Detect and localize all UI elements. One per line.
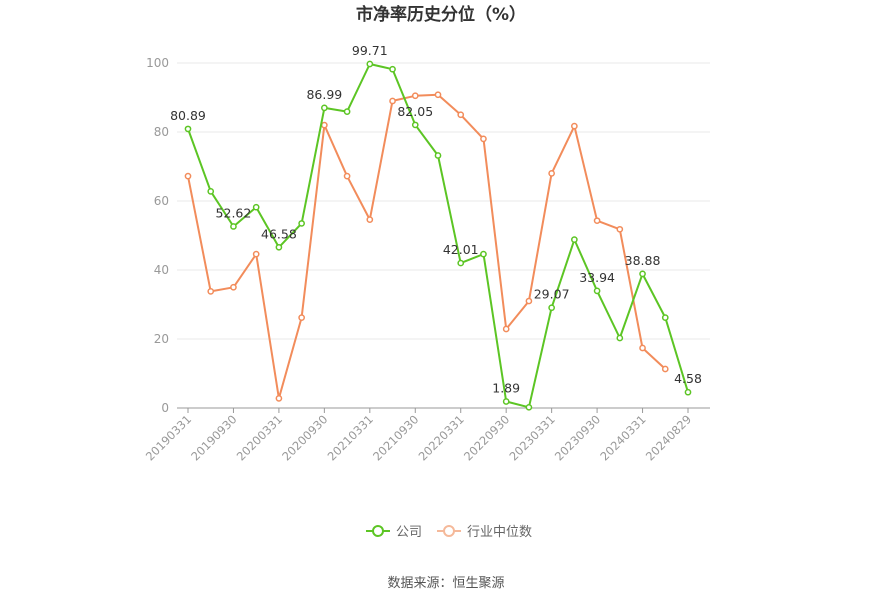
data-label-16: 29.07 [534,287,570,302]
series-1-point-6 [321,121,328,129]
series-0-point-5 [298,220,305,227]
series-0-point-2 [230,223,237,230]
data-label-0: 80.89 [170,108,206,123]
data-label-4: 46.58 [261,226,297,241]
series-0-point-8 [366,60,374,68]
x-axis: 2019033120190930202003312020093020210331… [143,407,710,464]
data-label-20: 38.88 [625,253,661,268]
legend-swatch-marker-1 [443,525,455,537]
series-1-point-15 [525,297,533,305]
data-label-6: 86.99 [306,87,342,102]
series-1-point-18 [593,217,601,225]
x-tick-label-20230331: 20230331 [506,412,557,463]
series-0-point-0 [184,125,192,133]
series-0-point-9 [389,65,396,73]
legend-item-1[interactable]: 行业中位数 [437,525,532,540]
series-0-point-13 [480,250,487,258]
series-0-point-6 [321,104,328,112]
y-tick-label-80: 80 [154,125,169,139]
x-tick-label-20220331: 20220331 [416,412,467,463]
series-1-point-5 [298,314,305,321]
source-note: 数据来源：恒生聚源 [387,576,504,591]
legend-label-0: 公司 [396,525,422,540]
series-0-point-16 [548,304,555,312]
series-0-point-18 [593,287,601,295]
y-tick-label-40: 40 [154,263,169,277]
series-0-point-4 [275,243,283,251]
series-1-point-4 [275,394,283,402]
series-0-point-21 [661,314,669,321]
x-tick-label-20200930: 20200930 [279,412,330,463]
series-0-point-19 [616,334,624,342]
series-0-point-10 [411,121,419,129]
series-1-point-13 [480,135,487,143]
series-1-point-19 [616,225,624,233]
chart-title: 市净率历史分位（%） [356,4,526,25]
y-tick-label-100: 100 [146,56,169,70]
x-tick-label-20210930: 20210930 [370,412,421,463]
series-1-point-21 [661,365,669,373]
x-tick-label-20240331: 20240331 [597,412,648,463]
x-tick-label-20240829: 20240829 [643,412,694,463]
legend-item-0[interactable]: 公司 [366,525,422,540]
series-0-point-22 [684,388,692,396]
series-0-point-14 [502,398,510,405]
series-1-point-0 [184,172,192,180]
grid-lines [177,62,710,340]
series-layer [184,60,692,411]
series-1-point-11 [434,91,442,99]
data-label-14: 1.89 [492,380,520,395]
series-1-point-8 [366,216,374,223]
y-tick-label-0: 0 [161,401,169,415]
series-1-point-9 [389,97,396,105]
series-1-point-1 [207,288,215,295]
series-1-point-16 [548,170,555,177]
x-tick-label-20190331: 20190331 [143,412,194,463]
data-labels: 80.89 52.62 46.58 86.99 99.71 82.05 42.01 1.89 2… [170,43,702,395]
x-tick-label-20210331: 20210331 [325,412,376,463]
y-axis: 0 20 40 60 80 100 [146,56,169,415]
series-1-point-20 [639,344,646,352]
series-0-point-3 [252,203,260,211]
series-0-point-12 [457,259,465,267]
data-label-8: 99.71 [352,43,388,58]
legend[interactable]: 公司 行业中位数 [366,525,532,540]
series-line-1 [187,93,666,400]
data-label-12: 42.01 [443,242,479,257]
x-tick-label-20230930: 20230930 [552,412,603,463]
y-tick-label-20: 20 [154,332,169,346]
series-0-point-7 [343,108,351,115]
series-0-point-11 [434,152,442,159]
series-1-point-12 [457,111,465,119]
series-1-point-7 [343,172,351,180]
data-label-2: 52.62 [216,205,252,220]
series-0-point-20 [639,270,646,278]
series-1-point-2 [230,283,237,291]
series-0-point-15 [525,403,533,411]
series-0-point-17 [571,236,578,243]
x-tick-label-20190930: 20190930 [188,412,239,463]
legend-swatch-marker-0 [372,525,384,537]
series-1-point-17 [571,122,578,130]
data-label-18: 33.94 [579,270,615,285]
y-tick-label-60: 60 [154,194,169,208]
series-1-point-10 [411,92,419,100]
data-label-22: 4.58 [674,371,702,386]
series-0-point-1 [207,187,215,195]
series-1-point-14 [502,325,510,333]
data-label-10: 82.05 [397,104,433,119]
legend-label-1: 行业中位数 [467,525,532,540]
series-1-point-3 [252,250,260,258]
x-tick-label-20220930: 20220930 [461,412,512,463]
x-tick-label-20200331: 20200331 [234,412,285,463]
